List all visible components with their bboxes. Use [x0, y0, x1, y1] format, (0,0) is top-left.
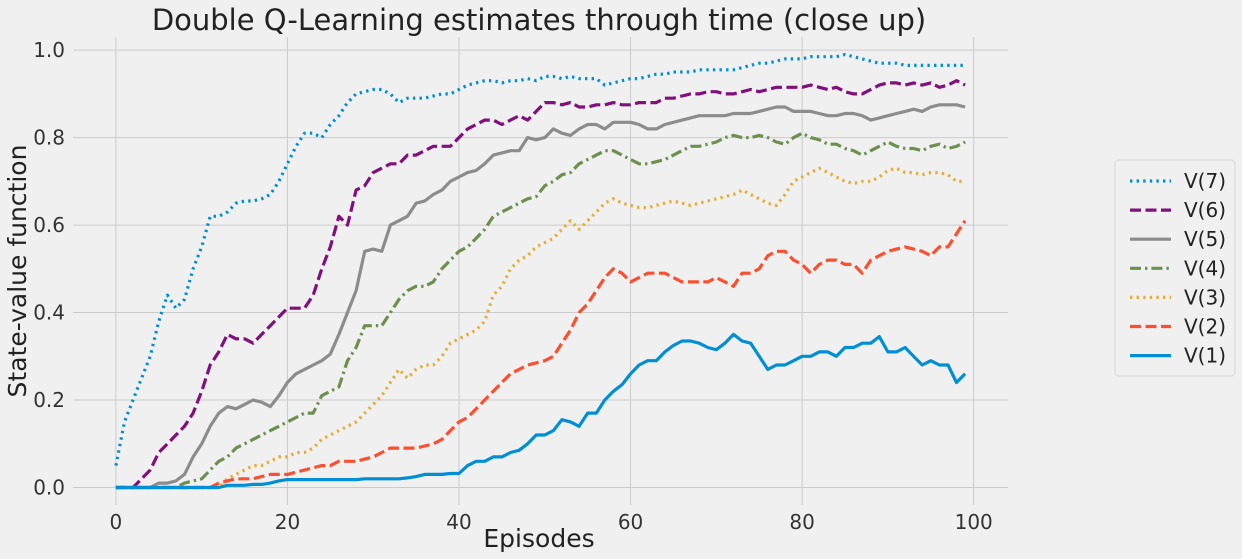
legend-label: V(6)	[1184, 198, 1226, 222]
y-tick-label: 1.0	[33, 38, 65, 62]
legend-label: V(5)	[1184, 227, 1226, 251]
series-line-v7	[114, 52, 966, 466]
x-tick-label: 60	[618, 510, 643, 534]
gridlines	[73, 37, 1008, 505]
y-tick-label: 0.4	[33, 301, 65, 325]
x-axis-label: Episodes	[483, 524, 594, 553]
series-line-v6	[115, 79, 966, 490]
y-tick-label: 0.0	[33, 476, 65, 500]
legend: V(7) V(6) V(5) V(4) V(3) V(2) V(1)	[1114, 159, 1236, 377]
chart-title: Double Q-Learning estimates through time…	[152, 3, 926, 37]
series-lines	[114, 52, 967, 490]
x-tick-label: 100	[955, 510, 993, 534]
y-tick-label: 0.6	[33, 213, 65, 237]
legend-label: V(2)	[1184, 315, 1226, 339]
x-tick-labels: 0 20 40 60 80 100	[110, 510, 993, 534]
x-tick-label: 0	[110, 510, 123, 534]
legend-label: V(3)	[1184, 285, 1226, 309]
y-tick-labels: 0.0 0.2 0.4 0.6 0.8 1.0	[33, 38, 65, 499]
legend-frame	[1114, 159, 1236, 377]
y-tick-label: 0.2	[33, 388, 65, 412]
legend-label: V(4)	[1184, 256, 1226, 280]
legend-label: V(7)	[1184, 169, 1226, 193]
x-tick-label: 20	[275, 510, 300, 534]
legend-label: V(1)	[1184, 344, 1226, 368]
series-line-v1	[115, 332, 967, 490]
x-tick-label: 40	[446, 510, 471, 534]
series-line-v4	[115, 131, 966, 490]
y-axis-label: State-value function	[3, 145, 32, 398]
series-line-v2	[115, 219, 967, 490]
x-tick-label: 80	[789, 510, 814, 534]
series-line-v5	[115, 103, 966, 490]
y-tick-label: 0.8	[33, 126, 65, 150]
